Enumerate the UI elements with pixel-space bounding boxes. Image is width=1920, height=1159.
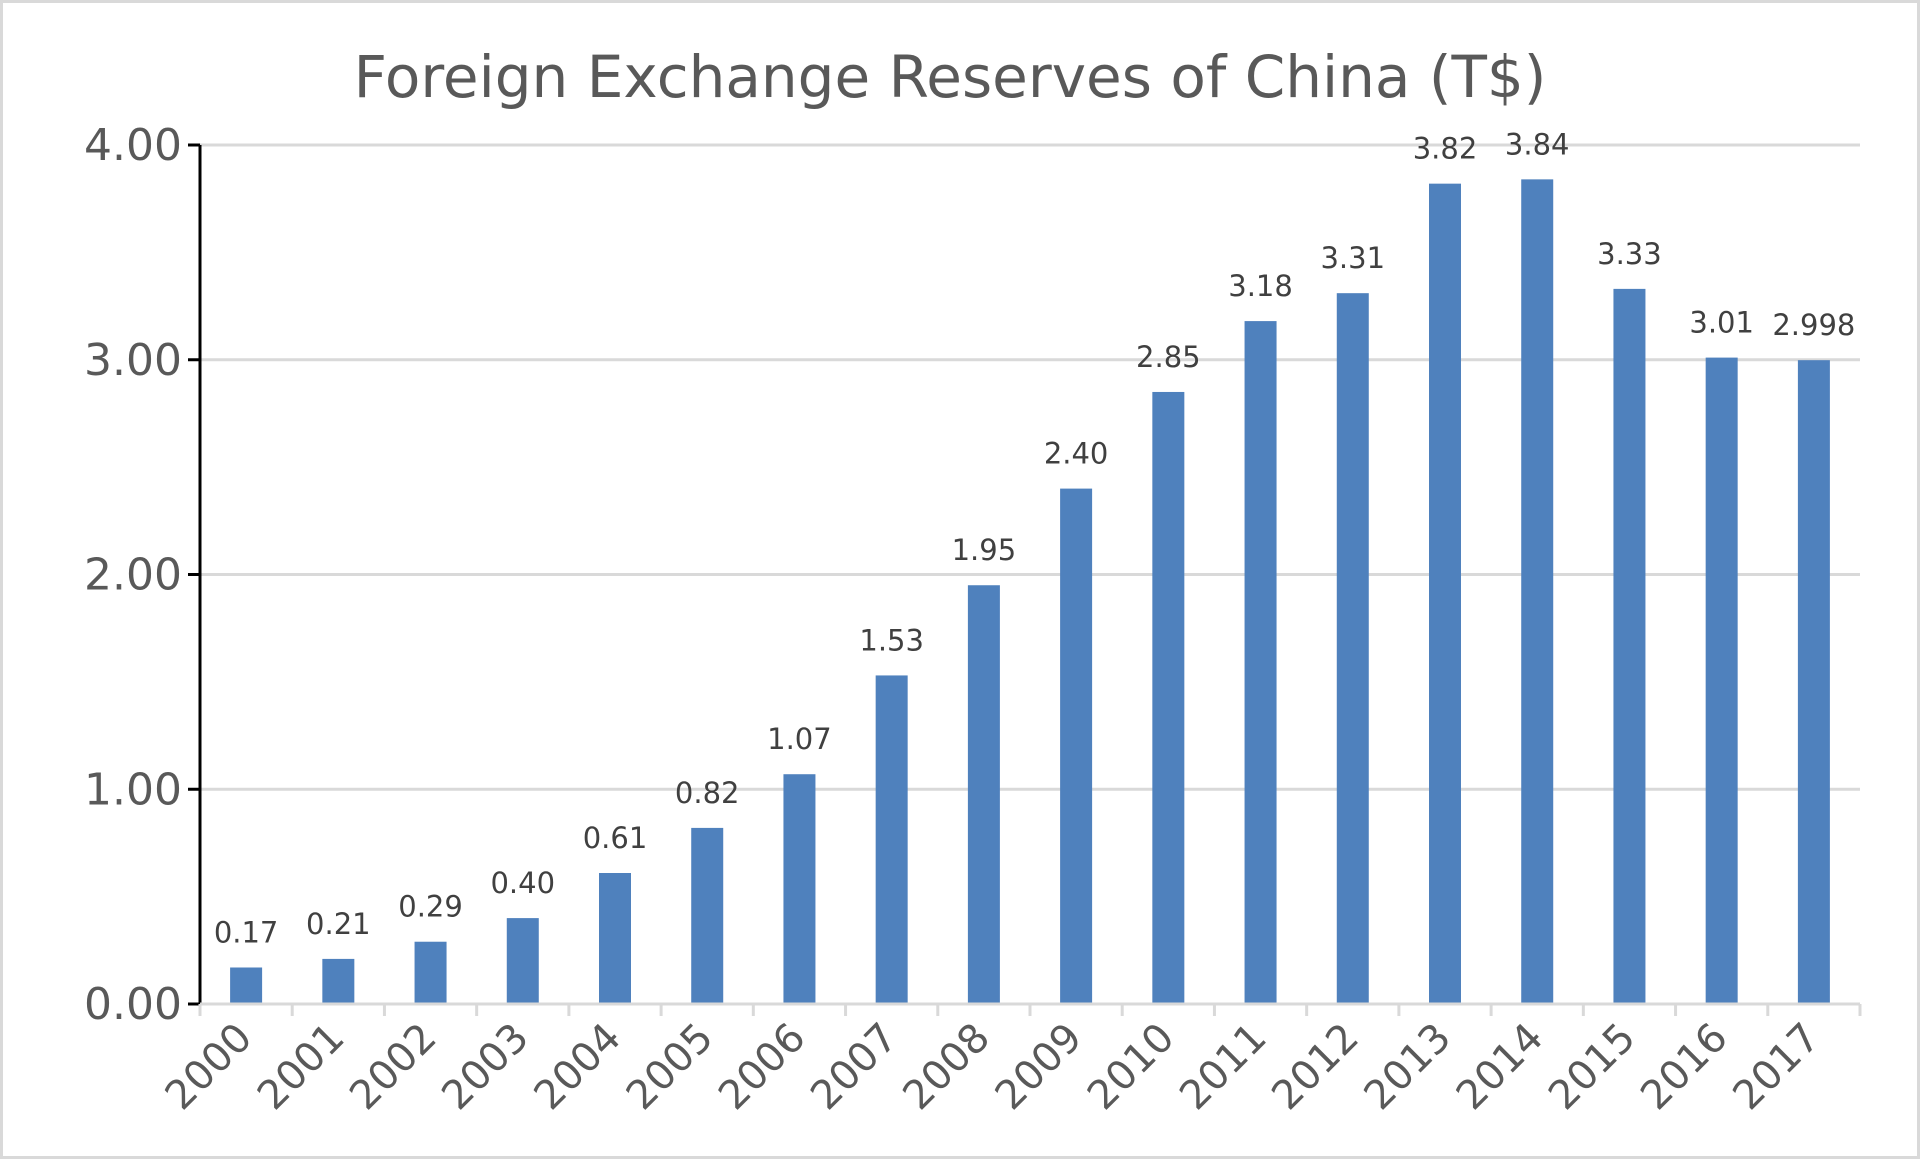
- bar-2004: [599, 873, 631, 1004]
- bar-2000: [230, 967, 263, 1004]
- y-axis-tick-label: 0.00: [84, 979, 182, 1030]
- data-label-2005: 0.82: [675, 776, 740, 810]
- x-axis-tick-labels: 2000200120022003200420052006200720082009…: [157, 1015, 1829, 1120]
- x-axis-tick-label: 2010: [1079, 1015, 1184, 1120]
- bars: [230, 179, 1830, 1005]
- bar-2010: [1152, 391, 1185, 1004]
- bar-2017: [1797, 360, 1830, 1004]
- data-label-2012: 3.31: [1320, 241, 1385, 275]
- bar-2005: [691, 827, 724, 1004]
- x-axis-tick-label: 2013: [1356, 1015, 1461, 1120]
- data-label-2009: 2.40: [1044, 437, 1109, 471]
- data-label-2008: 1.95: [952, 533, 1017, 567]
- data-label-2011: 3.18: [1228, 269, 1293, 303]
- bar-2001: [322, 958, 355, 1004]
- data-label-2013: 3.82: [1413, 132, 1478, 166]
- x-axis-tick-label: 2008: [894, 1015, 999, 1120]
- x-axis-tick-label: 2015: [1540, 1015, 1645, 1120]
- y-axis-tick-label: 1.00: [84, 764, 182, 815]
- data-label-2004: 0.61: [583, 821, 648, 855]
- bar-2012: [1336, 293, 1369, 1004]
- x-axis-tick-label: 2011: [1171, 1015, 1276, 1120]
- data-label-2002: 0.29: [398, 890, 463, 924]
- y-axis-tick-labels: 0.00 1.00 2.00 3.00 4.00: [84, 120, 182, 1030]
- y-axis-tick-label: 4.00: [84, 120, 182, 171]
- x-axis-tick-label: 2005: [618, 1015, 723, 1120]
- x-axis-tick-label: 2004: [526, 1015, 631, 1120]
- data-label-2015: 3.33: [1597, 237, 1662, 271]
- x-axis-tick-label: 2017: [1724, 1015, 1829, 1120]
- x-axis-tick-label: 2003: [433, 1015, 538, 1120]
- x-axis-tick-label: 2007: [802, 1015, 907, 1120]
- data-label-2003: 0.40: [490, 866, 555, 900]
- x-axis-tick-label: 2012: [1263, 1015, 1368, 1120]
- bar-2003: [506, 918, 539, 1004]
- x-axis-tick-label: 2001: [249, 1015, 354, 1120]
- bar-2002: [414, 941, 447, 1004]
- bar-2006: [783, 774, 816, 1004]
- data-labels: 0.17 0.21 0.29 0.40 0.61 0.82 1.07 1.53 1.95 2.40…: [214, 127, 1856, 949]
- data-label-2007: 1.53: [859, 623, 924, 657]
- data-label-2001: 0.21: [306, 907, 371, 941]
- y-axis-tick-label: 3.00: [84, 335, 182, 386]
- x-axis-tick-label: 2014: [1448, 1015, 1553, 1120]
- data-label-2000: 0.17: [214, 915, 279, 949]
- y-axis-tick-label: 2.00: [84, 550, 182, 601]
- gridlines: [200, 143, 1860, 791]
- x-axis-tick-label: 2006: [710, 1015, 815, 1120]
- x-axis-tick-label: 2009: [987, 1015, 1092, 1120]
- x-axis-tick-label: 2000: [157, 1015, 262, 1120]
- data-label-2014: 3.84: [1505, 127, 1570, 161]
- chart-title: Foreign Exchange Reserves of China (T$): [354, 43, 1547, 111]
- bar-2009: [1060, 488, 1093, 1005]
- bar-2007: [875, 675, 908, 1004]
- data-label-2016: 3.01: [1689, 306, 1754, 340]
- bar-2013: [1429, 183, 1461, 1004]
- data-label-2010: 2.85: [1136, 340, 1201, 374]
- bar-2011: [1244, 321, 1277, 1005]
- x-axis-tick-label: 2016: [1632, 1015, 1737, 1120]
- bar-2015: [1613, 288, 1646, 1004]
- data-label-2006: 1.07: [767, 722, 832, 756]
- bar-2008: [967, 585, 1000, 1004]
- data-label-2017: 2.998: [1772, 308, 1855, 342]
- bar-2016: [1705, 357, 1738, 1004]
- x-axis-tick-label: 2002: [341, 1015, 446, 1120]
- axes: [188, 143, 1862, 1016]
- bar-2014: [1521, 179, 1554, 1005]
